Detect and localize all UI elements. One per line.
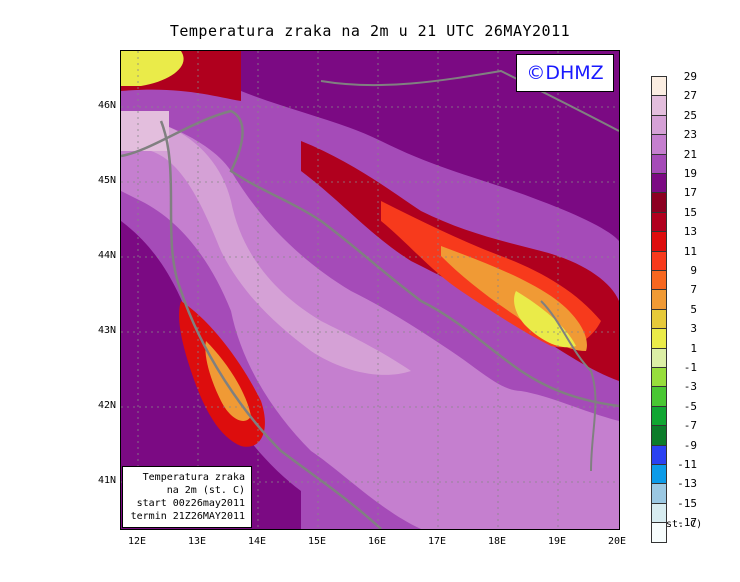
legend-label-18: -7 bbox=[683, 419, 697, 433]
legend-units: (st. C) bbox=[660, 519, 703, 530]
graticule bbox=[121, 51, 619, 529]
legend-label-6: 17 bbox=[683, 186, 697, 200]
legend-label-8: 13 bbox=[683, 225, 697, 239]
legend-swatch-0 bbox=[651, 76, 667, 96]
lat-label-42n: 42N bbox=[97, 400, 116, 411]
legend-label-1: 27 bbox=[683, 89, 697, 103]
coastline-italy bbox=[159, 120, 382, 529]
legend-swatch-3 bbox=[651, 134, 667, 154]
temperature-field-svg bbox=[121, 51, 619, 529]
info-line-1: Temperatura zraka bbox=[142, 472, 245, 483]
legend-label-23: -17 bbox=[677, 516, 697, 530]
lat-label-43n: 43N bbox=[97, 325, 116, 336]
legend-swatch-2 bbox=[651, 114, 667, 135]
legend-swatch-18 bbox=[651, 425, 667, 445]
legend-swatch-7 bbox=[651, 211, 667, 232]
lat-label-46n: 46N bbox=[97, 100, 116, 111]
lon-label-19e: 19E bbox=[547, 536, 567, 547]
legend-bottom-border bbox=[651, 541, 667, 543]
temp-band-27-29 bbox=[121, 111, 169, 151]
info-line-3: start 00z26may2011 bbox=[136, 498, 245, 509]
legend-label-13: 3 bbox=[690, 322, 697, 336]
temp-band-3-5 bbox=[514, 291, 576, 348]
legend-label-22: -15 bbox=[677, 496, 697, 510]
legend-label-10: 9 bbox=[690, 264, 697, 277]
temperature-map bbox=[120, 50, 620, 530]
dhmz-logo: ©DHMZ bbox=[516, 54, 614, 92]
lon-label-18e: 18E bbox=[487, 536, 507, 547]
legend-swatch-9 bbox=[651, 250, 667, 270]
legend-swatch-21 bbox=[651, 483, 667, 503]
legend-label-7: 15 bbox=[683, 205, 697, 219]
legend-swatch-10 bbox=[651, 270, 667, 290]
legend-label-16: -3 bbox=[683, 380, 697, 394]
temp-band-3-5-nw bbox=[121, 51, 184, 86]
legend-label-4: 21 bbox=[683, 147, 697, 161]
legend-label-14: 1 bbox=[690, 341, 697, 355]
legend-swatch-1 bbox=[651, 95, 667, 115]
country-border-north bbox=[320, 69, 619, 132]
legend-label-3: 23 bbox=[683, 128, 697, 142]
legend-label-2: 25 bbox=[683, 108, 697, 122]
legend-label-17: -5 bbox=[683, 399, 697, 413]
legend-swatch-15 bbox=[651, 367, 667, 387]
legend-swatch-23 bbox=[651, 522, 667, 542]
legend-swatch-4 bbox=[651, 153, 667, 173]
temp-band-25-27 bbox=[151, 121, 411, 375]
lon-label-13e: 13E bbox=[187, 536, 207, 547]
lon-label-14e: 14E bbox=[247, 536, 267, 547]
lon-label-20e: 20E bbox=[607, 536, 627, 547]
temp-band-23-25 bbox=[121, 111, 619, 529]
legend-label-21: -13 bbox=[677, 477, 697, 491]
legend-swatch-19 bbox=[651, 444, 667, 464]
lon-label-17e: 17E bbox=[427, 536, 447, 547]
legend-label-20: -11 bbox=[677, 458, 697, 471]
info-line-4: termin 21Z26MAY2011 bbox=[130, 511, 245, 522]
legend-swatch-17 bbox=[651, 405, 667, 426]
legend-label-0: 29 bbox=[683, 70, 697, 83]
legend-swatch-20 bbox=[651, 464, 667, 484]
temp-band-19-21-north bbox=[241, 51, 619, 241]
legend-swatch-5 bbox=[651, 173, 667, 193]
map-title: Temperatura zraka na 2m u 21 UTC 26MAY20… bbox=[169, 22, 571, 40]
legend-swatch-16 bbox=[651, 386, 667, 406]
coastline-east bbox=[121, 109, 619, 408]
legend-swatch-11 bbox=[651, 289, 667, 309]
legend-label-19: -9 bbox=[683, 438, 697, 452]
info-line-2: na 2m (st. C) bbox=[166, 485, 245, 496]
legend-swatch-8 bbox=[651, 231, 667, 251]
lat-label-44n: 44N bbox=[97, 250, 116, 261]
legend-label-12: 5 bbox=[690, 302, 697, 316]
legend-swatch-13 bbox=[651, 328, 667, 348]
legend-swatch-12 bbox=[651, 308, 667, 329]
info-box: Temperatura zraka na 2m (st. C) start 00… bbox=[122, 466, 252, 528]
legend-label-15: -1 bbox=[683, 361, 697, 374]
lat-label-41n: 41N bbox=[97, 475, 116, 486]
lon-label-12e: 12E bbox=[127, 536, 147, 547]
lon-label-15e: 15E bbox=[307, 536, 327, 547]
temp-band-19-21-italy bbox=[121, 221, 301, 529]
legend-swatch-6 bbox=[651, 192, 667, 212]
legend-label-11: 7 bbox=[690, 283, 697, 297]
legend-label-5: 19 bbox=[683, 167, 697, 180]
lon-label-16e: 16E bbox=[367, 536, 387, 547]
legend-swatch-22 bbox=[651, 502, 667, 523]
lat-label-45n: 45N bbox=[97, 175, 116, 186]
legend-label-9: 11 bbox=[683, 244, 697, 258]
legend-swatch-14 bbox=[651, 347, 667, 367]
